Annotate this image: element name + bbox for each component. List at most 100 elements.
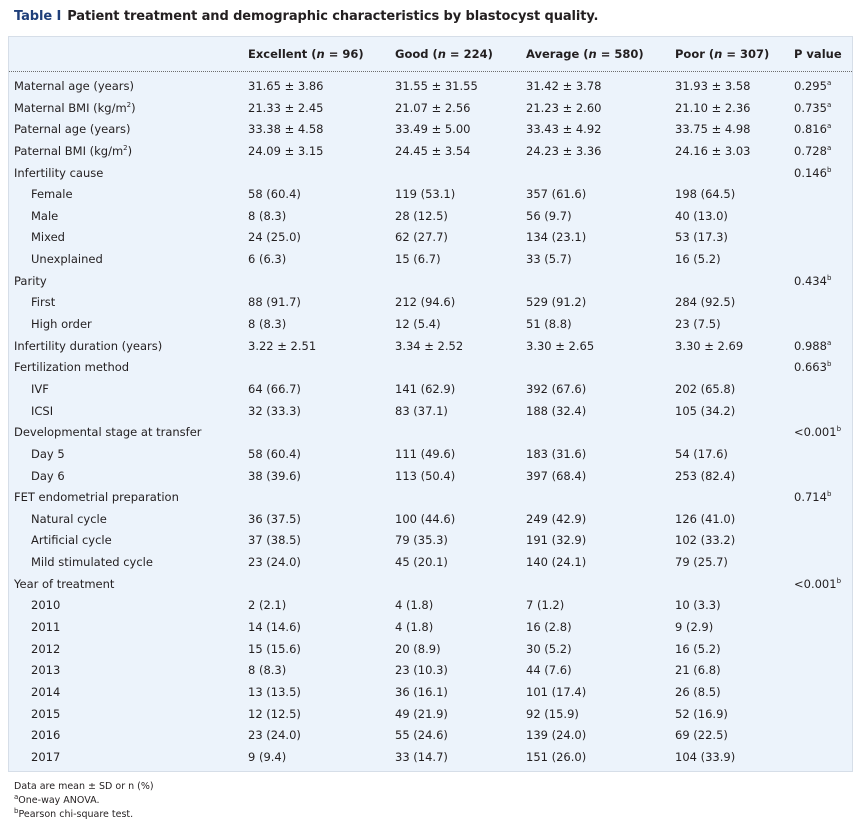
table-cell: 26 (8.5) — [675, 684, 721, 699]
table-row: High order 8 (8.3) 12 (5.4) 51 (8.8) 23 (7.5… — [9, 314, 852, 336]
table-cell: 23 (7.5) — [675, 317, 721, 332]
table-row: 2010 2 (2.1) 4 (1.8) 7 (1.2) 10 (3.3) — [9, 595, 852, 617]
row-label: 2017 — [31, 749, 61, 764]
table-cell: 54 (17.6) — [675, 446, 728, 461]
row-label: High order — [31, 317, 92, 332]
table-cell: 104 (33.9) — [675, 749, 736, 764]
table-cell: 253 (82.4) — [675, 468, 736, 483]
table-cell: 24.23 ± 3.36 — [526, 143, 602, 158]
table-footnotes: Data are mean ± SD or n (%) aOne-way ANOV… — [14, 780, 154, 822]
table-cell: 134 (23.1) — [526, 230, 587, 245]
table-row: 2013 8 (8.3) 23 (10.3) 44 (7.6) 21 (6.8) — [9, 660, 852, 682]
table-cell: 49 (21.9) — [395, 706, 448, 721]
row-label: Mild stimulated cycle — [31, 555, 153, 570]
table-cell: 92 (15.9) — [526, 706, 579, 721]
table-cell: 14 (14.6) — [248, 620, 301, 635]
table-cell: 13 (13.5) — [248, 684, 301, 699]
table-cell: 10 (3.3) — [675, 598, 721, 613]
table-panel: Excellent (n = 96) Good (n = 224) Averag… — [8, 36, 853, 772]
p-value-cell: 0.735a — [794, 100, 832, 115]
table-row: Parity 0.434b — [9, 271, 852, 293]
header-p-value: P value — [794, 47, 842, 61]
table-cell: 51 (8.8) — [526, 317, 572, 332]
row-label: ICSI — [31, 403, 54, 418]
row-label: FET endometrial preparation — [14, 490, 179, 505]
table-cell: 16 (2.8) — [526, 620, 572, 635]
footnote: aOne-way ANOVA. — [14, 792, 100, 806]
table-cell: 113 (50.4) — [395, 468, 456, 483]
table-cell: 202 (65.8) — [675, 381, 736, 396]
table-cell: 28 (12.5) — [395, 208, 448, 223]
row-label: Natural cycle — [31, 511, 107, 526]
row-label: 2011 — [31, 620, 61, 635]
table-cell: 23 (24.0) — [248, 555, 301, 570]
table-cell: 140 (24.1) — [526, 555, 587, 570]
table-cell: 3.30 ± 2.69 — [675, 338, 744, 353]
table-cell: 24.16 ± 3.03 — [675, 143, 751, 158]
table-row: Mixed 24 (25.0) 62 (27.7) 134 (23.1) 53 (17.… — [9, 227, 852, 249]
header-good: Good (n = 224) — [395, 47, 493, 61]
table-cell: 100 (44.6) — [395, 511, 456, 526]
table-row: 2014 13 (13.5) 36 (16.1) 101 (17.4) 26 (8.5) — [9, 682, 852, 704]
table-cell: 102 (33.2) — [675, 533, 736, 548]
footnote: bPearson chi-square test. — [14, 806, 134, 820]
table-cell: 126 (41.0) — [675, 511, 736, 526]
table-cell: 191 (32.9) — [526, 533, 587, 548]
table-cell: 53 (17.3) — [675, 230, 728, 245]
header-excellent: Excellent (n = 96) — [248, 47, 364, 61]
table-row: Paternal BMI (kg/m2) 24.09 ± 3.15 24.45 ± … — [9, 141, 852, 163]
row-label: Female — [31, 187, 73, 202]
table-row: ICSI 32 (33.3) 83 (37.1) 188 (32.4) 105 (34.… — [9, 401, 852, 423]
p-value-cell: <0.001b — [794, 425, 842, 440]
table-row: First 88 (91.7) 212 (94.6) 529 (91.2) 284 (9… — [9, 292, 852, 314]
table-cell: 21.23 ± 2.60 — [526, 100, 602, 115]
table-cell: 24.45 ± 3.54 — [395, 143, 471, 158]
table-title: Patient treatment and demographic charac… — [67, 9, 599, 24]
p-value-cell: 0.816a — [794, 122, 832, 137]
table-cell: 38 (39.6) — [248, 468, 301, 483]
table-cell: 64 (66.7) — [248, 381, 301, 396]
table-cell: 4 (1.8) — [395, 598, 434, 613]
row-label: Maternal age (years) — [14, 79, 134, 93]
table-cell: 16 (5.2) — [675, 641, 721, 656]
table-cell: 529 (91.2) — [526, 295, 587, 310]
table-row: 2011 14 (14.6) 4 (1.8) 16 (2.8) 9 (2.9) — [9, 617, 852, 639]
table-cell: 31.65 ± 3.86 — [248, 79, 324, 93]
table-row: Female 58 (60.4) 119 (53.1) 357 (61.6) 198 (… — [9, 184, 852, 206]
table-row: Day 5 58 (60.4) 111 (49.6) 183 (31.6) 54 (17… — [9, 444, 852, 466]
row-label: Infertility cause — [14, 165, 104, 180]
table-cell: 8 (8.3) — [248, 317, 287, 332]
table-cell: 52 (16.9) — [675, 706, 728, 721]
table-row: 2016 23 (24.0) 55 (24.6) 139 (24.0) 69 (22.5… — [9, 725, 852, 747]
p-value-cell: 0.295a — [794, 79, 832, 93]
table-cell: 111 (49.6) — [395, 446, 456, 461]
table-label: Table I — [14, 9, 62, 24]
table-cell: 31.42 ± 3.78 — [526, 79, 602, 93]
table-cell: 21.07 ± 2.56 — [395, 100, 471, 115]
table-cell: 21.10 ± 2.36 — [675, 100, 751, 115]
table-cell: 21.33 ± 2.45 — [248, 100, 324, 115]
row-label: Infertility duration (years) — [14, 338, 163, 353]
row-label: Day 6 — [31, 468, 65, 483]
table-cell: 58 (60.4) — [248, 187, 301, 202]
table-cell: 88 (91.7) — [248, 295, 301, 310]
row-label: IVF — [31, 381, 49, 396]
table-caption: Table I Patient treatment and demographic… — [14, 9, 599, 24]
table-cell: 62 (27.7) — [395, 230, 448, 245]
table-row: Day 6 38 (39.6) 113 (50.4) 397 (68.4) 253 (8… — [9, 466, 852, 488]
table-cell: 105 (34.2) — [675, 403, 736, 418]
table-cell: 139 (24.0) — [526, 728, 587, 743]
table-cell: 6 (6.3) — [248, 252, 287, 267]
table-cell: 24.09 ± 3.15 — [248, 143, 324, 158]
table-row: FET endometrial preparation 0.714b — [9, 487, 852, 509]
table-row: Natural cycle 36 (37.5) 100 (44.6) 249 (42.… — [9, 509, 852, 531]
row-label: First — [31, 295, 56, 310]
table-cell: 32 (33.3) — [248, 403, 301, 418]
table-row: 2017 9 (9.4) 33 (14.7) 151 (26.0) 104 (33.9) — [9, 747, 852, 769]
table-row: Fertilization method 0.663b — [9, 357, 852, 379]
table-cell: 212 (94.6) — [395, 295, 456, 310]
table-cell: 79 (35.3) — [395, 533, 448, 548]
table-cell: 101 (17.4) — [526, 684, 587, 699]
p-value-cell: <0.001b — [794, 576, 842, 591]
p-value-cell: 0.663b — [794, 360, 832, 375]
